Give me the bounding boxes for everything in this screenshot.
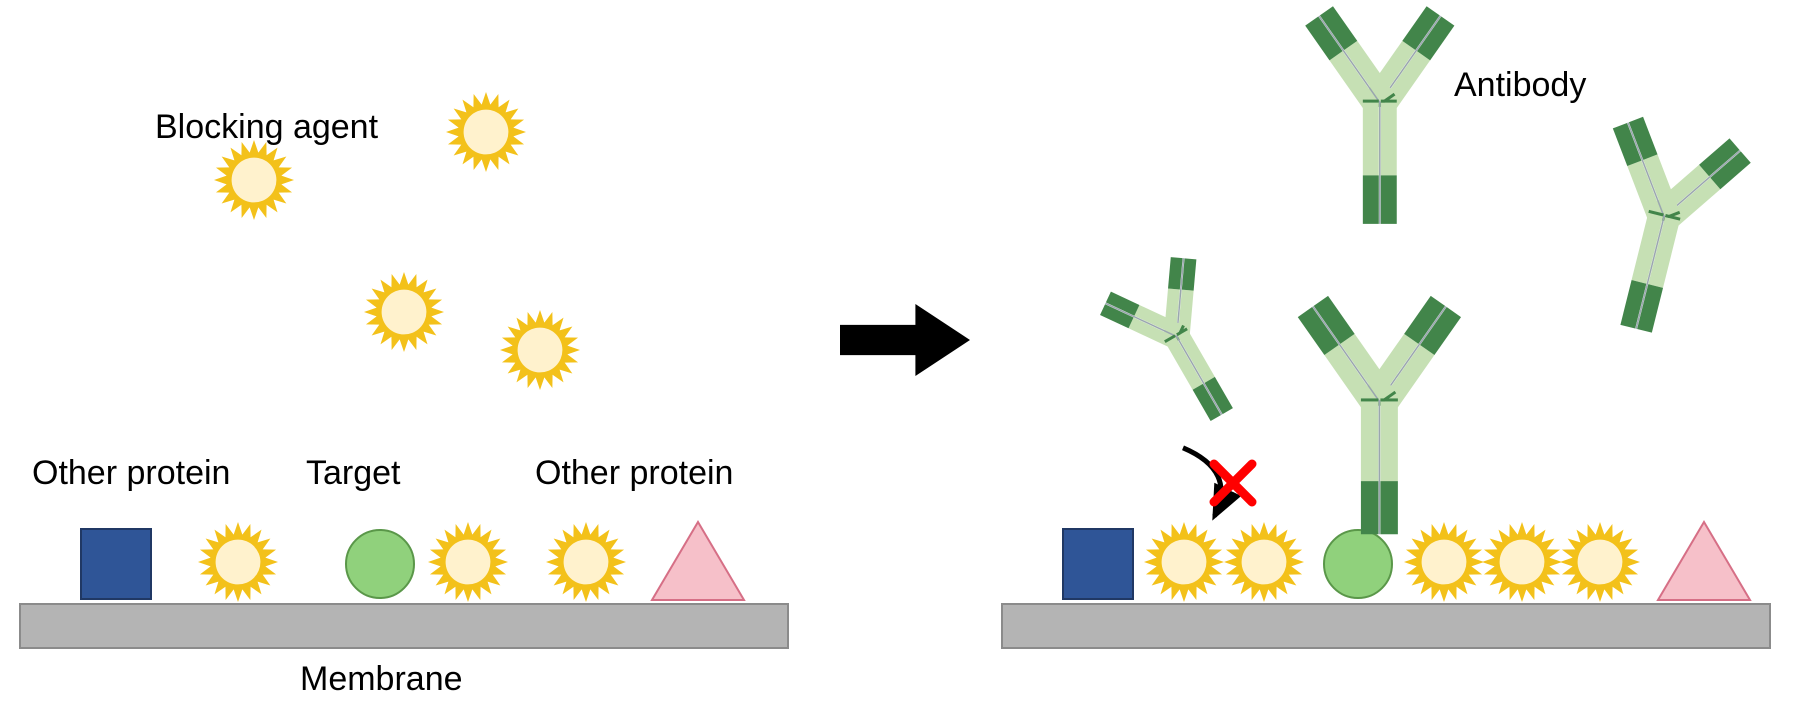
label-other_protein_left: Other protein <box>32 454 230 493</box>
blocking-agent-surface-left-2 <box>546 522 626 602</box>
other-protein-triangle-left <box>650 520 746 602</box>
diagram-stage: Blocking agent Other protein Target Other p… <box>0 0 1814 712</box>
membrane-right <box>1002 604 1770 652</box>
blocking-agent-floating-2 <box>364 272 444 352</box>
label-blocking_agent: Blocking agent <box>155 108 378 147</box>
blocking-agent-floating-1 <box>446 92 526 172</box>
other-protein-triangle-right <box>1656 520 1752 602</box>
blocking-agent-surface-left-1 <box>428 522 508 602</box>
label-other_protein_right: Other protein <box>535 454 733 493</box>
antibody-icon-1 <box>1584 128 1736 338</box>
other-protein-square-left <box>80 528 152 600</box>
other-protein-square-right <box>1062 528 1134 600</box>
blocking-agent-surface-left-0 <box>198 522 278 602</box>
label-target: Target <box>306 454 401 493</box>
label-membrane: Membrane <box>300 660 463 699</box>
blocking-agent-floating-3 <box>500 310 580 390</box>
blocking-agent-surface-right-3 <box>1482 522 1562 602</box>
blocking-agent-surface-right-4 <box>1560 522 1640 602</box>
label-antibody: Antibody <box>1454 66 1586 105</box>
antibody-icon-2 <box>1124 266 1243 430</box>
transition-arrow-icon <box>840 304 970 376</box>
cross-icon <box>1212 462 1254 504</box>
antibody-icon-0 <box>1300 10 1460 231</box>
antibody-icon-3 <box>1292 300 1467 542</box>
blocking-agent-surface-right-0 <box>1144 522 1224 602</box>
membrane-left <box>20 604 788 652</box>
target-protein-left <box>344 528 416 600</box>
blocking-agent-floating-0 <box>214 140 294 220</box>
